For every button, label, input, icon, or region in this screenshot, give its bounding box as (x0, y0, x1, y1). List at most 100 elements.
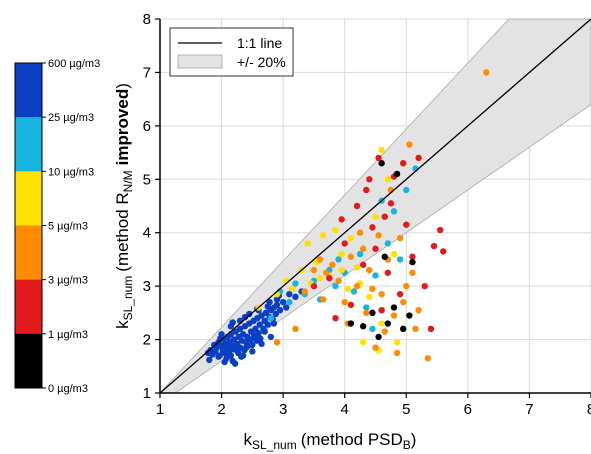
data-point (229, 319, 236, 326)
data-point (403, 186, 410, 194)
data-point (366, 293, 373, 301)
data-point (384, 320, 392, 327)
data-point (224, 351, 231, 358)
data-point (273, 301, 281, 309)
data-point (403, 221, 410, 228)
x-tick-label: 1 (156, 401, 164, 418)
data-point (329, 261, 336, 268)
data-point (412, 325, 419, 333)
y-tick-label: 7 (143, 64, 151, 81)
legend-label-band: +/- 20% (237, 54, 286, 70)
x-tick-label: 7 (525, 401, 533, 418)
data-point (347, 320, 355, 327)
data-point (409, 253, 416, 260)
x-tick-label: 8 (587, 401, 591, 418)
one-to-one-line (159, 18, 591, 394)
data-point (353, 282, 361, 290)
data-point (257, 335, 264, 342)
data-point (393, 339, 401, 346)
data-point (393, 349, 401, 357)
data-point (403, 282, 410, 290)
colorbar-segment (15, 117, 42, 172)
data-point (272, 310, 279, 318)
y-tick-label: 5 (143, 171, 151, 188)
data-point (316, 256, 324, 263)
data-point (378, 160, 385, 167)
colorbar-segment (15, 333, 42, 389)
data-point (286, 298, 293, 306)
y-tick-label: 1 (143, 385, 151, 402)
data-point (384, 176, 392, 183)
data-point (256, 321, 263, 328)
data-point (310, 282, 318, 290)
data-point (221, 358, 228, 366)
colorbar-label: 25 µg/m3 (48, 112, 94, 124)
data-point (286, 290, 293, 298)
data-point (353, 264, 361, 271)
data-point (289, 285, 296, 293)
y-ticks: 1 2 3 4 5 6 7 8 (143, 11, 160, 402)
data-point (400, 160, 407, 167)
colorbar-segment (15, 279, 42, 335)
data-point (338, 266, 345, 274)
data-point (344, 285, 351, 293)
data-point (372, 344, 379, 351)
data-point (279, 298, 287, 306)
data-point (249, 348, 256, 355)
data-point (258, 340, 265, 348)
data-point (366, 266, 373, 274)
data-point (310, 266, 318, 274)
data-point (356, 250, 364, 258)
data-point (261, 328, 268, 335)
y-tick-label: 3 (143, 278, 151, 295)
data-point (243, 344, 250, 351)
data-point (273, 339, 281, 346)
plot-area: 1 2 3 4 5 6 7 8 1 2 3 4 5 6 7 8 (143, 11, 591, 418)
colorbar-label: 0 µg/m3 (48, 383, 88, 395)
data-point (396, 290, 404, 298)
data-point (372, 272, 379, 279)
data-point (332, 282, 339, 290)
data-point (381, 253, 388, 260)
colorbar-segment (15, 63, 42, 118)
data-point (440, 248, 447, 255)
data-point (292, 280, 299, 287)
data-point (276, 306, 284, 314)
colorbar-segment (15, 225, 42, 280)
data-point (430, 242, 438, 250)
legend: 1:1 line +/- 20% (169, 27, 294, 77)
y-tick-label: 4 (143, 225, 151, 242)
data-point (390, 312, 398, 319)
data-point (341, 240, 348, 247)
data-point (231, 360, 239, 367)
data-point (206, 356, 213, 364)
data-point (335, 256, 342, 263)
data-point (396, 256, 404, 263)
data-point (319, 296, 327, 303)
data-point (409, 258, 416, 266)
data-point (359, 323, 367, 330)
data-point (363, 304, 370, 311)
colorbar-label: 1 µg/m3 (48, 329, 88, 341)
data-point (415, 154, 422, 162)
data-point (406, 312, 413, 319)
data-point (266, 298, 273, 306)
data-point (264, 321, 271, 328)
data-point (427, 325, 435, 333)
data-point (267, 315, 275, 322)
data-point (378, 290, 385, 298)
data-points (204, 69, 490, 367)
data-point (356, 229, 364, 236)
data-point (338, 216, 345, 223)
y-tick-label: 2 (143, 332, 151, 349)
data-point (262, 309, 270, 317)
data-point (249, 341, 256, 349)
data-point (381, 328, 388, 335)
data-point (267, 333, 275, 341)
data-point (400, 325, 407, 333)
data-point (316, 274, 324, 282)
data-point (341, 298, 348, 306)
data-point (247, 336, 254, 343)
data-point (381, 213, 388, 220)
data-point (347, 301, 355, 309)
